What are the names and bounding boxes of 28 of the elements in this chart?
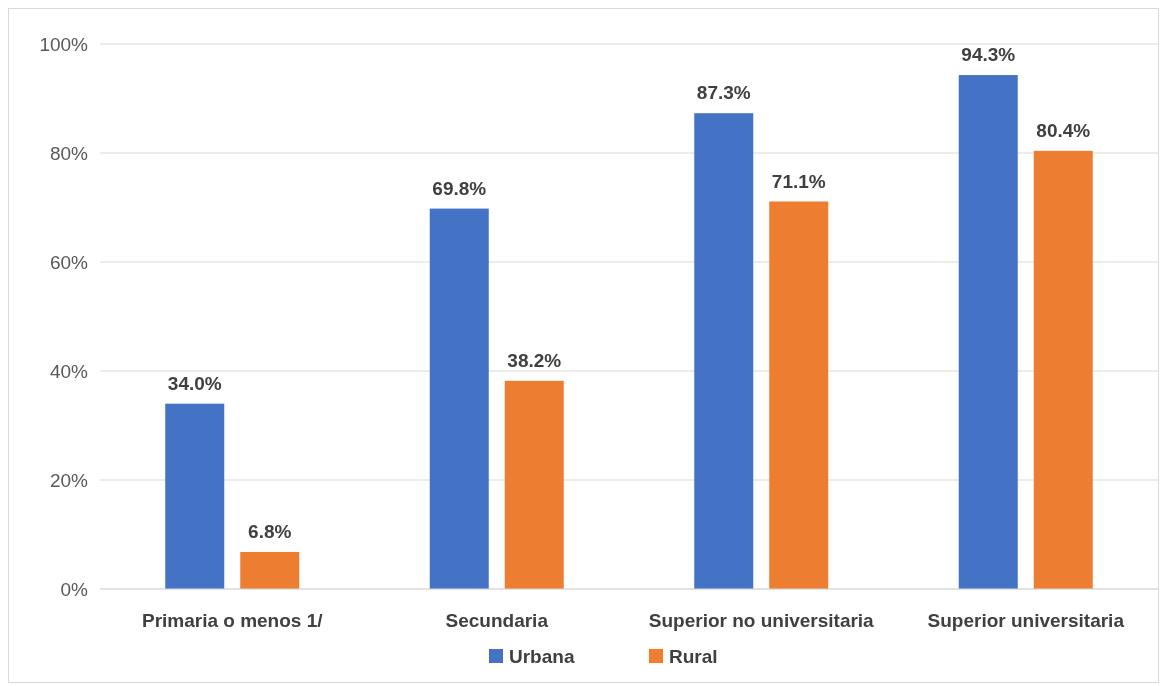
bar: [958, 75, 1018, 589]
bar: [240, 551, 300, 589]
data-label: 6.8%: [248, 520, 292, 542]
bar: [769, 201, 829, 589]
data-label: 38.2%: [507, 349, 562, 371]
data-label: 87.3%: [696, 82, 751, 104]
data-label: 80.4%: [1036, 119, 1091, 141]
x-tick-label: Superior no universitaria: [648, 610, 875, 631]
x-tick-label: Primaria o menos 1/: [141, 610, 324, 631]
legend-label: Rural: [669, 645, 718, 667]
data-label: 69.8%: [432, 177, 487, 199]
bar: [504, 380, 564, 589]
bar: [429, 208, 489, 589]
bar: [165, 403, 225, 589]
bar: [1033, 150, 1093, 589]
x-tick-label: Superior universitaria: [927, 610, 1125, 631]
data-label: 71.1%: [771, 170, 826, 192]
y-tick-label: 100%: [39, 33, 89, 55]
legend-label: Urbana: [509, 645, 575, 667]
bar: [694, 113, 754, 589]
data-label: 34.0%: [167, 372, 222, 394]
y-tick-label: 20%: [49, 469, 89, 491]
y-tick-label: 80%: [49, 142, 89, 164]
data-label: 94.3%: [961, 44, 1016, 66]
y-tick-label: 0%: [60, 578, 89, 600]
y-tick-label: 60%: [49, 251, 89, 273]
y-tick-label: 40%: [49, 360, 89, 382]
x-tick-label: Secundaria: [445, 610, 549, 631]
